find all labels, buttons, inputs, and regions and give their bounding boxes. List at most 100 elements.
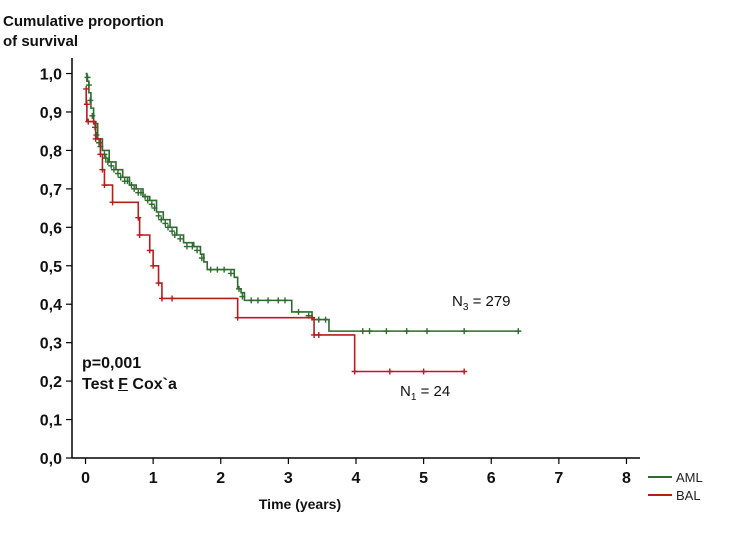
censor-mark-aml	[144, 197, 151, 204]
censor-mark-aml	[137, 189, 144, 196]
y-tick-label: 0,8	[40, 143, 62, 160]
aml-n-rest: = 279	[468, 293, 511, 310]
x-tick-label: 6	[487, 470, 496, 487]
y-tick-label: 0,7	[40, 182, 62, 199]
censor-mark-aml	[158, 216, 165, 223]
y-tick-label: 0,1	[40, 413, 62, 430]
censor-mark-bal	[135, 214, 142, 221]
y-tick-label: 0,2	[40, 374, 62, 391]
censor-mark-bal	[315, 331, 322, 338]
y-tick-label: 0,4	[40, 297, 62, 314]
censor-mark-aml	[102, 155, 109, 162]
censor-mark-aml	[177, 235, 184, 242]
censor-mark-aml	[183, 243, 190, 250]
censor-mark-aml	[131, 185, 138, 192]
censor-mark-aml	[165, 224, 172, 231]
censor-mark-bal	[234, 314, 241, 321]
censor-mark-aml	[515, 328, 522, 335]
test-annotation-post: Cox`a	[127, 376, 177, 393]
y-tick-label: 0,9	[40, 105, 62, 122]
censor-mark-aml	[221, 266, 228, 273]
censor-mark-aml	[207, 266, 214, 273]
bal-n-sub: 1	[410, 392, 417, 403]
aml-n-sub: 3	[462, 302, 469, 313]
censor-mark-aml	[248, 297, 255, 304]
bal-n-label: N1 = 24	[400, 383, 450, 403]
bal-n-rest: = 24	[416, 383, 451, 400]
censor-mark-bal	[99, 166, 106, 173]
censor-mark-aml	[189, 243, 196, 250]
censor-mark-bal	[97, 151, 104, 158]
censor-mark-aml	[148, 201, 155, 208]
censor-mark-aml	[151, 205, 158, 212]
censor-mark-aml	[128, 182, 135, 189]
legend: AML BAL	[648, 468, 703, 504]
censor-mark-aml	[239, 293, 246, 300]
censor-mark-aml	[236, 285, 243, 292]
censor-mark-aml	[104, 158, 111, 165]
censor-mark-aml	[198, 255, 205, 262]
y-tick-label: 0,3	[40, 336, 62, 353]
censor-mark-aml	[124, 178, 131, 185]
test-annotation-pre: Test	[82, 376, 119, 393]
aml-n-label: N3 = 279	[452, 293, 511, 313]
censor-mark-bal	[351, 368, 358, 375]
censor-mark-bal	[309, 314, 316, 321]
censor-mark-aml	[155, 212, 162, 219]
x-axis-title: Time (years)	[258, 496, 342, 512]
censor-mark-bal	[386, 368, 393, 375]
y-tick-label: 0,6	[40, 220, 62, 237]
y-tick-label: 1,0	[40, 67, 62, 84]
x-tick-label: 5	[419, 470, 428, 487]
censor-mark-aml	[85, 82, 92, 89]
y-tick-label: 0,5	[40, 259, 62, 276]
censor-mark-aml	[322, 316, 329, 323]
x-tick-label: 3	[284, 470, 293, 487]
censor-mark-aml	[117, 174, 124, 181]
censor-mark-aml	[282, 297, 288, 304]
censor-mark-aml	[169, 228, 176, 235]
censor-mark-aml	[171, 232, 178, 239]
censor-mark-aml	[87, 97, 94, 104]
censor-mark-bal	[136, 232, 143, 239]
bal-n-main: N	[400, 383, 411, 400]
censor-mark-aml	[227, 270, 234, 277]
aml-n-main: N	[452, 293, 463, 310]
censor-mark-aml	[214, 266, 221, 273]
censor-mark-aml	[461, 328, 468, 335]
legend-label-aml: AML	[676, 469, 703, 485]
x-tick-label: 2	[216, 470, 225, 487]
legend-swatch-aml	[648, 476, 672, 478]
censor-mark-aml	[142, 193, 149, 200]
p-value-annotation: p=0,001	[82, 355, 142, 372]
x-tick-label: 0	[81, 470, 90, 487]
censor-mark-aml	[359, 328, 366, 335]
censor-mark-aml	[366, 328, 373, 335]
x-tick-label: 8	[622, 470, 631, 487]
censor-mark-bal	[155, 280, 162, 287]
legend-item-aml: AML	[648, 468, 703, 486]
censor-mark-bal	[90, 118, 97, 125]
censor-mark-aml	[383, 328, 390, 335]
y-axis-title-line2: of survival	[3, 33, 79, 50]
censor-mark-bal	[169, 295, 176, 302]
censor-mark-bal	[150, 262, 157, 269]
censor-mark-aml	[315, 316, 322, 323]
censor-mark-aml	[424, 328, 430, 335]
x-tick-label: 4	[352, 470, 361, 487]
censor-mark-aml	[194, 247, 201, 254]
censor-mark-aml	[84, 74, 91, 81]
censor-mark-aml	[403, 328, 410, 335]
censor-mark-bal	[101, 182, 108, 189]
censor-mark-bal	[83, 85, 90, 92]
censor-mark-bal	[85, 118, 92, 125]
test-annotation: Test F Cox`a	[82, 376, 177, 394]
censor-mark-aml	[114, 170, 121, 177]
censor-mark-aml	[89, 112, 96, 119]
censor-mark-bal	[83, 101, 90, 108]
censor-mark-bal	[158, 295, 165, 302]
censor-mark-bal	[109, 199, 116, 206]
test-annotation-f: F	[118, 376, 128, 393]
censor-mark-aml	[295, 308, 302, 315]
